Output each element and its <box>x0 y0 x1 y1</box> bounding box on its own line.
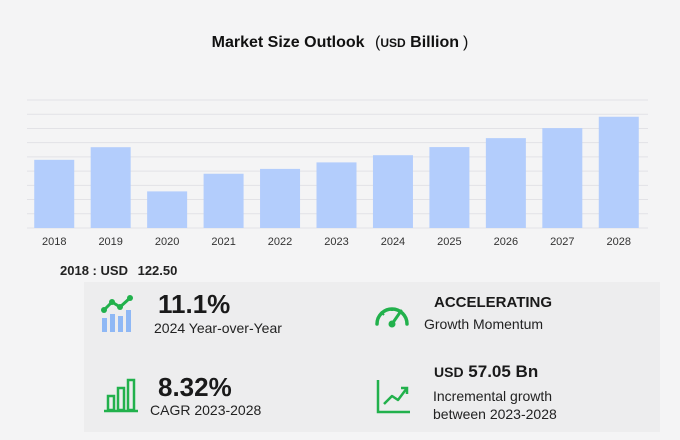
x-tick-label: 2027 <box>550 236 574 248</box>
x-tick-label: 2021 <box>211 236 235 248</box>
bar-2023 <box>316 162 357 228</box>
x-tick-label: 2019 <box>98 236 122 248</box>
momentum-label: Growth Momentum <box>424 316 544 332</box>
incremental-value: USD 57.05 Bn <box>434 362 538 382</box>
x-tick-label: 2025 <box>437 236 461 248</box>
yoy-value: 11.1% <box>158 289 231 319</box>
incremental-label-line1: Incremental growth <box>433 388 553 404</box>
bar-chart-icon <box>104 378 138 413</box>
bar-2027 <box>542 128 583 228</box>
bar-chart: 2018 2019 2020 2021 2022 2023 2024 2025 2026 2027… <box>27 99 648 248</box>
kpi-panel <box>84 282 660 432</box>
x-tick-label: 2020 <box>155 236 179 248</box>
x-tick-label: 2024 <box>381 236 405 248</box>
x-tick-label: 2026 <box>494 236 518 248</box>
bar-2020 <box>147 191 188 228</box>
bar-2021 <box>203 173 244 228</box>
base-currency: USD <box>100 263 128 278</box>
bar-2026 <box>485 138 526 228</box>
speedometer-icon <box>375 307 409 328</box>
base-sep: : <box>92 263 97 278</box>
momentum-value: ACCELERATING <box>434 294 553 311</box>
bar-2019 <box>90 147 131 228</box>
bar-2025 <box>429 147 470 228</box>
unit-open-paren: ( <box>375 34 381 51</box>
x-tick-label: 2023 <box>324 236 348 248</box>
x-tick-label: 2018 <box>42 236 66 248</box>
unit-currency: USD <box>380 36 406 50</box>
bar-2022 <box>260 168 301 228</box>
base-year-value: 2018 : USD 122.50 <box>60 263 177 278</box>
yoy-label: 2024 Year-over-Year <box>154 320 282 336</box>
bar-chart-trend-icon <box>101 295 133 332</box>
base-year: 2018 <box>60 263 89 278</box>
chart-title: Market Size Outlook (USD Billion) <box>0 34 680 52</box>
incremental-currency: USD <box>434 364 464 380</box>
incremental-label-line2: between 2023-2028 <box>433 406 557 422</box>
unit-scale: Billion <box>410 34 460 51</box>
incremental-amount: 57.05 Bn <box>468 362 539 381</box>
bar-2024 <box>372 155 413 228</box>
cagr-value: 8.32% <box>158 372 232 402</box>
x-tick-label: 2022 <box>268 236 292 248</box>
chart-title-text: Market Size Outlook <box>211 34 365 51</box>
trend-line-icon <box>376 380 410 414</box>
x-tick-label: 2028 <box>607 236 631 248</box>
bar-2028 <box>598 116 639 228</box>
unit-close-paren: ) <box>463 34 469 51</box>
bar-2018 <box>34 159 75 228</box>
base-value: 122.50 <box>137 263 178 278</box>
cagr-label: CAGR 2023-2028 <box>150 402 262 418</box>
